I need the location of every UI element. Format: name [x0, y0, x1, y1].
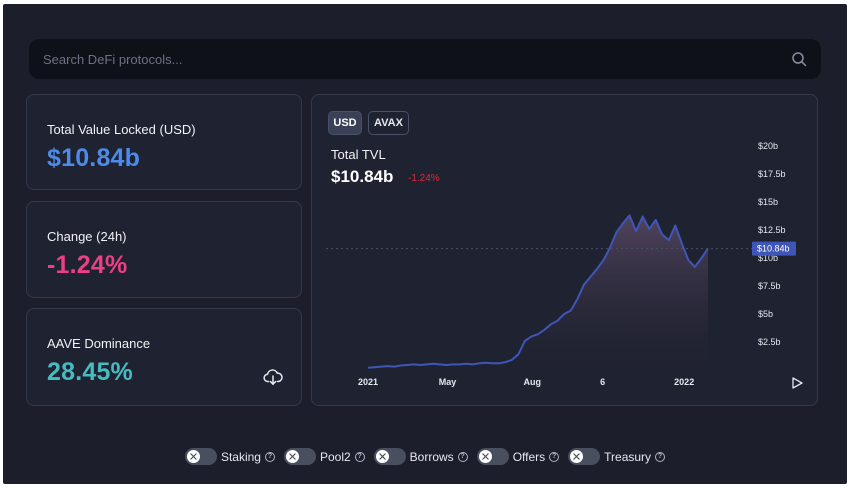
tvl-card: Total Value Locked (USD) $10.84b	[26, 94, 302, 190]
close-icon	[573, 453, 580, 460]
close-icon	[481, 453, 489, 460]
chart-title: Total TVL	[331, 147, 386, 162]
filter-label: Pool2	[319, 449, 351, 464]
help-icon[interactable]: ?	[264, 451, 275, 462]
dominance-label: AAVE Dominance	[47, 336, 151, 351]
y-tick-label: $12.5b	[758, 225, 786, 235]
play-icon[interactable]	[791, 377, 803, 389]
filter-toggle[interactable]	[184, 448, 217, 465]
close-icon	[378, 453, 386, 460]
toggle-knob	[478, 450, 492, 463]
toggle-knob	[375, 450, 389, 463]
close-icon	[289, 453, 296, 460]
app-frame: Total Value Locked (USD) $10.84b Change …	[3, 4, 847, 484]
filter-borrows: Borrows?	[373, 448, 468, 465]
filter-toggle[interactable]	[568, 448, 601, 465]
tvl-value: $10.84b	[47, 144, 141, 172]
y-tick-label: $10b	[758, 253, 778, 263]
chart-change: -1.24%	[408, 173, 440, 184]
change-value: -1.24%	[47, 251, 128, 279]
close-icon	[190, 453, 197, 460]
tvl-line	[367, 214, 709, 369]
current-value-marker-bg	[752, 241, 796, 256]
chart-value: $10.84b	[331, 167, 394, 186]
filter-toggle[interactable]	[283, 448, 316, 465]
y-tick-label: $20b	[758, 141, 778, 151]
filter-treasury: Treasury?	[568, 448, 666, 465]
toggle-knob	[285, 450, 299, 463]
search-bar[interactable]	[29, 39, 821, 79]
help-icon[interactable]: ?	[655, 451, 666, 462]
filter-label: Offers	[512, 449, 546, 464]
y-tick-label: $15b	[758, 197, 778, 207]
download-icon[interactable]	[263, 367, 283, 387]
filter-offers: Offers?	[476, 448, 560, 465]
x-tick-label: 6	[600, 377, 605, 387]
tvl-chart[interactable]: $2.5b $5b $7.5b $10b $12.5b $15b $17.5b $20b $10…	[312, 95, 819, 407]
dominance-value: 28.45%	[47, 358, 133, 386]
filter-label: Staking	[220, 449, 261, 464]
x-tick-label: 2022	[674, 377, 694, 387]
filter-pool2: Pool2?	[283, 448, 365, 465]
filter-label: Borrows	[409, 449, 454, 464]
help-icon[interactable]: ?	[549, 451, 560, 462]
current-value-marker: $10.84b	[757, 244, 790, 254]
toggle-knob	[186, 450, 200, 463]
dominance-card: AAVE Dominance 28.45%	[26, 308, 302, 406]
y-tick-label: $7.5b	[758, 281, 781, 291]
change-label: Change (24h)	[47, 229, 127, 244]
usd-button[interactable]: USD	[328, 111, 362, 135]
chart-card: USD AVAX Total TVL $10.84b -1.24% $2.5b $…	[311, 94, 818, 406]
tvl-label: Total Value Locked (USD)	[47, 122, 196, 137]
help-icon[interactable]: ?	[354, 451, 365, 462]
filter-toggle[interactable]	[476, 448, 509, 465]
search-input[interactable]	[43, 51, 791, 67]
tvl-area	[368, 215, 708, 370]
x-tick-label: Aug	[523, 377, 541, 387]
filter-toggle[interactable]	[373, 448, 406, 465]
x-tick-label: 2021	[358, 377, 378, 387]
y-tick-label: $5b	[758, 309, 773, 319]
x-tick-label: May	[439, 377, 457, 387]
avax-button[interactable]: AVAX	[368, 111, 409, 135]
change-card: Change (24h) -1.24%	[26, 201, 302, 298]
y-tick-label: $17.5b	[758, 169, 786, 179]
toggle-knob	[570, 450, 584, 463]
filter-staking: Staking?	[184, 448, 275, 465]
filter-label: Treasury	[604, 449, 652, 464]
y-tick-label: $2.5b	[758, 337, 781, 347]
help-icon[interactable]: ?	[457, 451, 468, 462]
filter-bar: Staking? Pool2? Borrows? Offers? Treasury?	[3, 448, 847, 465]
search-icon[interactable]	[791, 51, 807, 67]
